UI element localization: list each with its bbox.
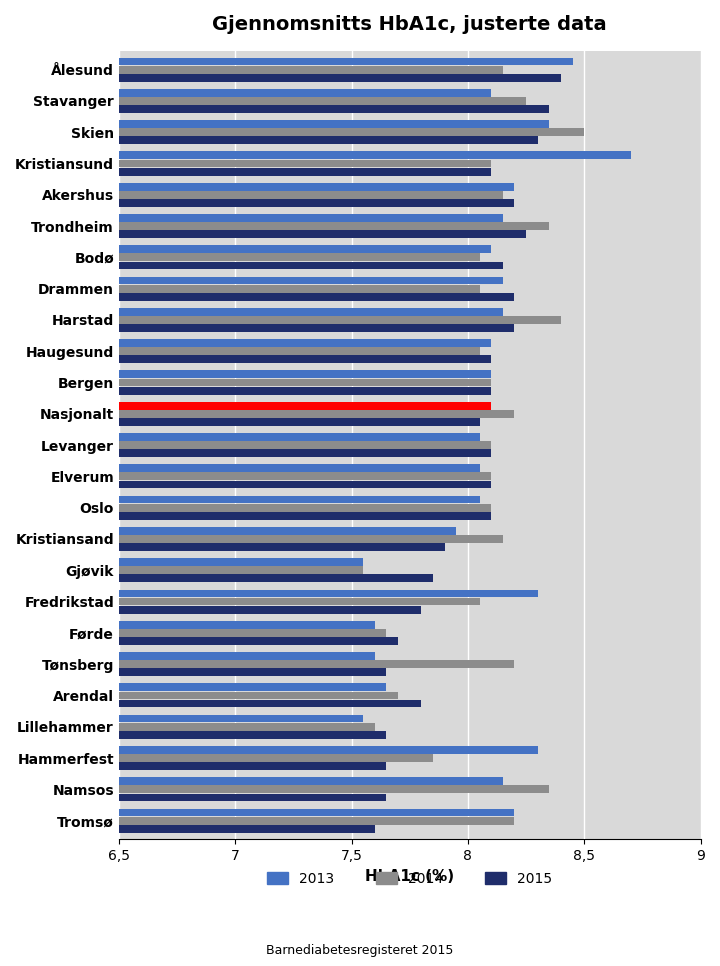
Bar [119, 731, 387, 739]
Bar [119, 558, 363, 566]
Bar [119, 386, 491, 394]
Bar [119, 754, 433, 762]
Bar [119, 598, 480, 606]
Bar [119, 683, 387, 692]
Bar [119, 339, 491, 347]
Bar [119, 621, 375, 629]
Bar [119, 637, 398, 645]
Bar [119, 660, 514, 668]
Bar [119, 128, 584, 136]
Bar [119, 58, 572, 66]
Bar [119, 762, 387, 770]
Text: Barnediabetesregisteret 2015: Barnediabetesregisteret 2015 [266, 945, 454, 957]
Bar [119, 253, 480, 261]
Bar [119, 699, 421, 707]
Bar [119, 465, 480, 472]
Bar [119, 105, 549, 113]
Bar [119, 668, 387, 676]
Bar [119, 214, 503, 222]
Bar [119, 120, 549, 128]
Bar [119, 433, 480, 440]
Bar [119, 276, 503, 284]
Bar [119, 816, 514, 825]
Bar [119, 606, 421, 613]
Bar [119, 809, 514, 816]
Bar [119, 410, 514, 417]
Bar [119, 449, 491, 457]
Bar [119, 692, 398, 699]
Bar [119, 785, 549, 793]
Bar [119, 575, 433, 582]
Bar [119, 589, 538, 597]
Bar [119, 566, 363, 574]
Legend: 2013, 2014, 2015: 2013, 2014, 2015 [262, 867, 557, 892]
Bar [119, 746, 538, 753]
Bar [119, 152, 631, 159]
Bar [119, 191, 503, 199]
Bar [119, 308, 503, 316]
Bar [119, 778, 503, 785]
Bar [119, 504, 491, 512]
Bar [119, 199, 514, 207]
Bar [119, 316, 561, 324]
Bar [119, 293, 514, 300]
Bar [119, 379, 491, 386]
Bar [119, 355, 491, 363]
Bar [119, 97, 526, 104]
Bar [119, 73, 561, 82]
Bar [119, 402, 491, 410]
Bar [119, 89, 491, 97]
Bar [119, 793, 387, 802]
Bar [119, 136, 538, 144]
Bar [119, 371, 491, 379]
Bar [119, 262, 503, 270]
Bar [119, 348, 480, 355]
Bar [119, 535, 503, 543]
Bar [119, 183, 514, 190]
Bar [119, 825, 375, 833]
Bar [119, 66, 503, 73]
Title: Gjennomsnitts HbA1c, justerte data: Gjennomsnitts HbA1c, justerte data [212, 15, 607, 34]
Bar [119, 441, 491, 449]
Bar [119, 629, 387, 637]
Bar [119, 285, 480, 293]
Bar [119, 168, 491, 176]
Bar [119, 496, 480, 503]
Bar [119, 472, 491, 480]
Bar [119, 222, 549, 230]
Bar [119, 723, 375, 730]
Bar [119, 652, 375, 660]
Bar [119, 159, 491, 167]
Bar [119, 418, 480, 426]
Bar [119, 481, 491, 489]
Bar [119, 715, 363, 723]
Bar [119, 526, 456, 535]
Bar [119, 230, 526, 238]
Bar [119, 543, 445, 551]
Bar [119, 512, 491, 520]
Bar [119, 245, 491, 253]
X-axis label: HbA1c (%): HbA1c (%) [365, 868, 454, 884]
Bar [119, 325, 514, 332]
